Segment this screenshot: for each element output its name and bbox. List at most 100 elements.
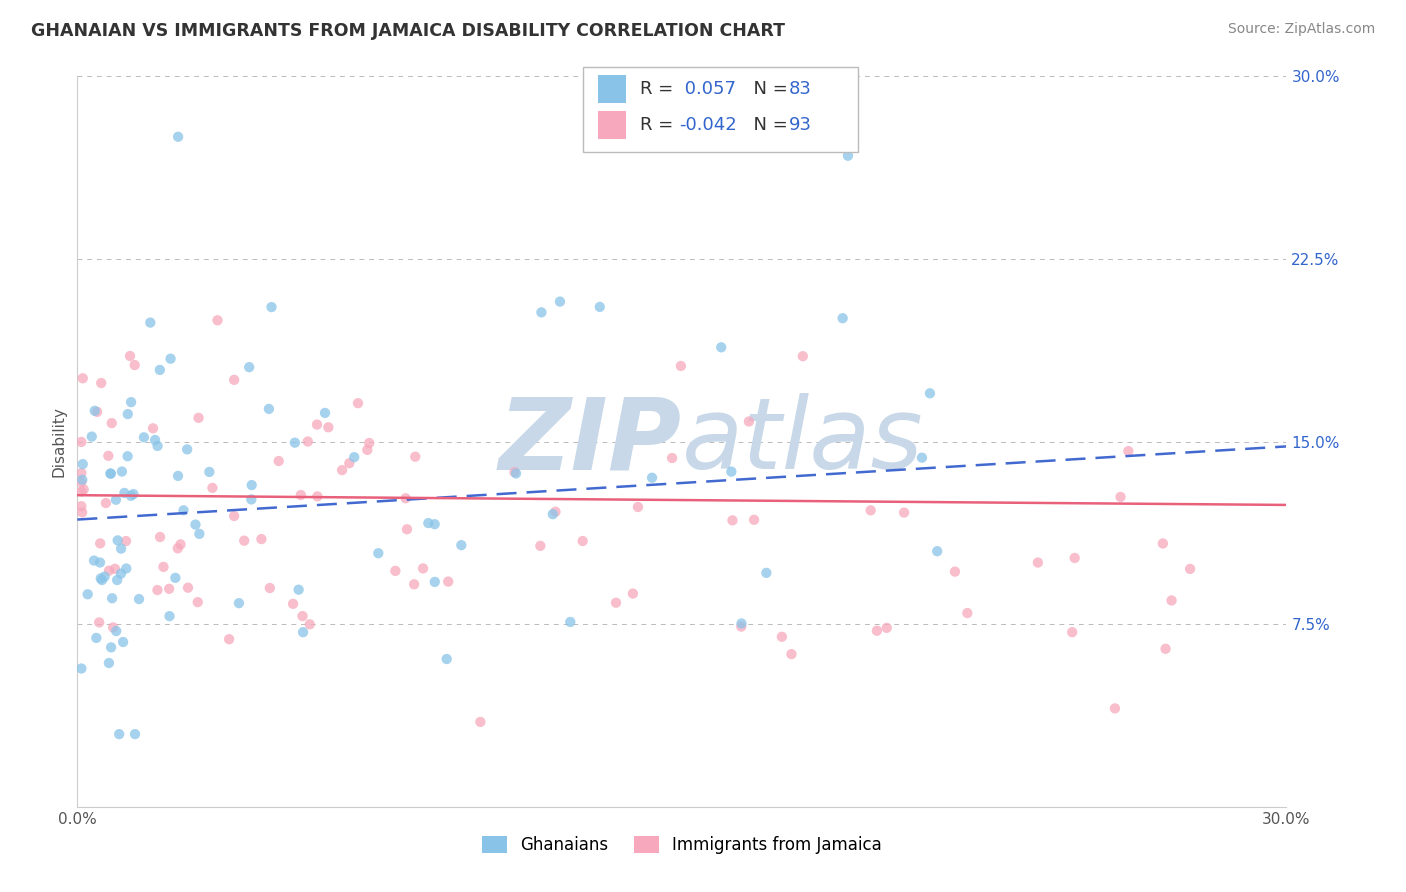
Point: [72, 457, 94, 471]
Point: [207, 313, 229, 327]
Text: N =: N =: [742, 80, 794, 98]
Point: [423, 574, 446, 589]
Point: [149, 530, 172, 544]
Point: [128, 592, 150, 607]
Point: [100, 640, 122, 655]
Point: [120, 489, 142, 503]
Point: [70, 434, 93, 449]
Point: [627, 500, 650, 514]
Point: [267, 454, 290, 468]
Point: [297, 434, 319, 449]
Point: [530, 305, 553, 319]
Point: [157, 582, 180, 596]
Point: [122, 487, 145, 501]
Point: [201, 481, 224, 495]
Text: 0.057: 0.057: [679, 80, 737, 98]
Point: [139, 316, 162, 330]
Point: [337, 456, 360, 470]
Point: [90, 376, 112, 390]
Point: [721, 513, 744, 527]
Point: [101, 591, 124, 606]
Point: [292, 625, 315, 640]
Text: R =: R =: [640, 116, 679, 134]
Point: [792, 349, 814, 363]
Text: atlas: atlas: [682, 393, 924, 490]
Point: [70, 475, 93, 490]
Point: [423, 517, 446, 532]
Point: [118, 349, 141, 363]
Point: [1109, 490, 1132, 504]
Point: [1178, 562, 1201, 576]
Point: [80, 429, 103, 443]
Point: [176, 442, 198, 457]
Point: [120, 395, 142, 409]
Point: [560, 615, 582, 629]
Point: [436, 652, 458, 666]
Point: [70, 484, 93, 499]
Point: [167, 469, 190, 483]
Point: [260, 300, 283, 314]
Point: [86, 631, 108, 645]
Point: [169, 537, 191, 551]
Point: [72, 371, 94, 385]
Point: [503, 465, 526, 479]
Point: [742, 513, 765, 527]
Point: [90, 571, 112, 585]
Point: [755, 566, 778, 580]
Point: [100, 467, 122, 481]
Point: [89, 556, 111, 570]
Point: [544, 505, 567, 519]
Point: [107, 533, 129, 548]
Point: [165, 571, 187, 585]
Point: [115, 534, 138, 549]
Point: [837, 149, 859, 163]
Point: [738, 415, 761, 429]
Point: [73, 483, 96, 497]
Point: [720, 465, 742, 479]
Point: [284, 435, 307, 450]
Point: [115, 561, 138, 575]
Point: [876, 621, 898, 635]
Point: [105, 624, 128, 638]
Point: [404, 577, 426, 591]
Point: [187, 410, 209, 425]
Point: [927, 544, 949, 558]
Point: [94, 496, 117, 510]
Point: [291, 609, 314, 624]
Point: [100, 467, 122, 481]
Point: [76, 587, 98, 601]
Point: [470, 714, 492, 729]
Point: [866, 624, 889, 638]
Point: [956, 606, 979, 620]
Point: [166, 541, 188, 556]
Point: [1063, 551, 1085, 566]
Point: [343, 450, 366, 465]
Point: [395, 522, 418, 536]
Point: [661, 450, 683, 465]
Point: [93, 569, 115, 583]
Y-axis label: Disability: Disability: [51, 406, 66, 477]
Point: [159, 351, 181, 366]
Point: [367, 546, 389, 560]
Point: [132, 430, 155, 444]
Point: [143, 433, 166, 447]
Point: [188, 526, 211, 541]
Point: [605, 596, 627, 610]
Point: [142, 421, 165, 435]
Point: [412, 561, 434, 575]
Point: [330, 463, 353, 477]
Text: Source: ZipAtlas.com: Source: ZipAtlas.com: [1227, 22, 1375, 37]
Point: [1160, 593, 1182, 607]
Point: [307, 489, 329, 503]
Point: [240, 478, 263, 492]
Point: [152, 559, 174, 574]
Point: [97, 449, 120, 463]
Point: [83, 553, 105, 567]
Point: [395, 491, 418, 506]
Point: [571, 534, 593, 549]
Point: [730, 619, 752, 633]
Point: [111, 465, 134, 479]
Point: [218, 632, 240, 647]
Point: [240, 492, 263, 507]
Point: [318, 420, 340, 434]
